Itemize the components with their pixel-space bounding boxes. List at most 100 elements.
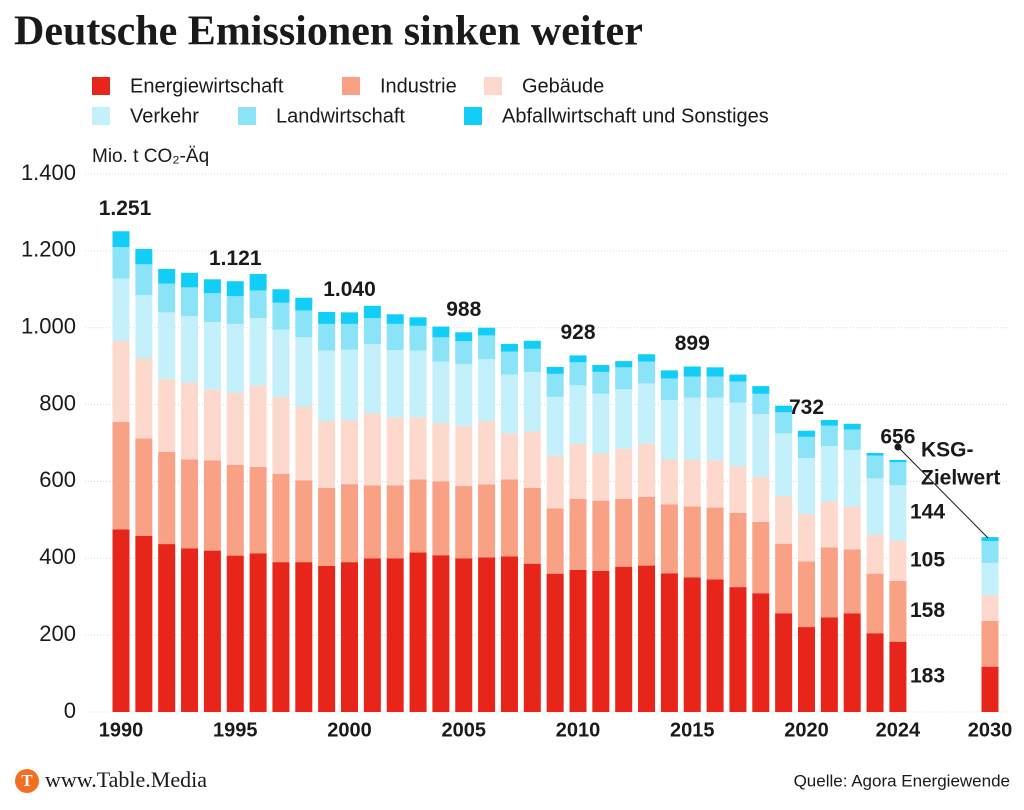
y-axis-label: Mio. t CO₂-Äq: [92, 146, 209, 167]
bar-segment: [820, 501, 838, 548]
bar-segment: [249, 466, 267, 554]
bar-segment: [615, 389, 633, 449]
bar-segment: [432, 326, 450, 338]
data-label: 144: [910, 500, 945, 523]
bar-segment: [729, 512, 747, 588]
bar-segment: [889, 580, 907, 642]
chart-title: Deutsche Emissionen sinken weiter: [14, 9, 643, 55]
bar-segment: [889, 540, 907, 581]
bar-segment: [432, 481, 450, 556]
bar-segment: [341, 562, 358, 712]
x-tick-label: 1995: [213, 719, 258, 741]
bar-segment: [615, 361, 633, 368]
bar-segment: [158, 312, 176, 379]
bar-segment: [683, 577, 701, 712]
bar-segment: [706, 507, 724, 580]
bar-segment: [660, 378, 678, 400]
x-tick-label: 2015: [670, 719, 715, 741]
bar-segment: [318, 323, 336, 351]
total-label: 656: [880, 425, 915, 448]
bar-segment: [866, 573, 884, 634]
bar-segment: [409, 317, 427, 326]
bar-segment: [981, 595, 999, 621]
bar-segment: [981, 537, 999, 541]
bar-segment: [363, 305, 381, 319]
bar-segment: [226, 323, 244, 394]
x-tick-label: 2010: [556, 719, 601, 741]
bar-segment: [569, 362, 587, 386]
legend-label: Abfallwirtschaft und Sonstiges: [502, 105, 769, 127]
bar-segment: [341, 419, 358, 485]
bar-segment: [866, 455, 884, 479]
bar-segment: [272, 396, 290, 474]
bar-segment: [226, 281, 244, 297]
bar-segment: [181, 316, 199, 383]
bar-segment: [500, 433, 518, 480]
annotation: KSG-: [921, 439, 974, 462]
legend-swatch: [484, 77, 502, 95]
bar-segment: [775, 496, 793, 544]
bar-segment: [112, 529, 130, 712]
x-tick-label: 2020: [784, 719, 829, 741]
bar-segment: [386, 558, 404, 712]
bar-segment: [409, 417, 427, 480]
y-tick-label: 1.400: [21, 160, 76, 185]
bar-segment: [592, 453, 610, 501]
bar-segment: [660, 399, 678, 460]
bar-segment: [203, 321, 221, 390]
bar-segment: [478, 557, 496, 712]
bar-segment: [478, 335, 496, 360]
bar-segment: [386, 350, 404, 418]
bar-segment: [523, 371, 541, 432]
bar-segment: [775, 412, 793, 434]
bar-segment: [729, 381, 747, 403]
bar-segment: [592, 500, 610, 571]
bar-segment: [820, 419, 838, 426]
bar-segment: [546, 373, 564, 397]
bar-segment: [523, 487, 541, 564]
bar-segment: [455, 486, 473, 559]
bar-segment: [638, 354, 656, 362]
y-tick-label: 400: [39, 544, 76, 569]
bar-segment: [500, 351, 518, 375]
bar-segment: [729, 587, 747, 712]
bar-segment: [546, 396, 564, 456]
bar-segment: [455, 558, 473, 712]
brand: www.Table.Media: [45, 767, 207, 792]
bar-segment: [638, 361, 656, 384]
bar-segment: [341, 349, 358, 420]
bar-segment: [295, 337, 313, 407]
bar-segment: [615, 367, 633, 390]
bar-segment: [683, 459, 701, 507]
bar-segment: [729, 402, 747, 467]
bar-segment: [112, 278, 130, 342]
bar-segment: [478, 359, 496, 422]
bar-segment: [478, 484, 496, 558]
y-tick-label: 1.200: [21, 237, 76, 262]
bar-segment: [181, 459, 199, 549]
bar-segment: [889, 459, 907, 463]
bar-segment: [318, 421, 336, 488]
bar-segment: [820, 446, 838, 502]
bar-segment: [523, 563, 541, 712]
bar-segment: [752, 593, 770, 712]
bar-segment: [592, 364, 610, 372]
bar-segment: [295, 406, 313, 481]
bar-segment: [706, 376, 724, 398]
x-tick-label: 2030: [968, 719, 1013, 741]
bar-segment: [272, 289, 290, 303]
total-label: 1.121: [209, 247, 262, 270]
bar-segment: [181, 272, 199, 288]
bar-segment: [569, 385, 587, 444]
bar-segment: [660, 370, 678, 379]
bar-segment: [546, 455, 564, 509]
bar-segment: [135, 535, 153, 712]
bar-segment: [866, 534, 884, 574]
y-tick-label: 200: [39, 621, 76, 646]
bar-segment: [569, 443, 587, 499]
bar-segment: [318, 565, 336, 712]
y-tick-label: 600: [39, 467, 76, 492]
legend-label: Industrie: [380, 75, 457, 97]
x-tick-label: 2005: [442, 719, 487, 741]
bar-segment: [249, 553, 267, 712]
